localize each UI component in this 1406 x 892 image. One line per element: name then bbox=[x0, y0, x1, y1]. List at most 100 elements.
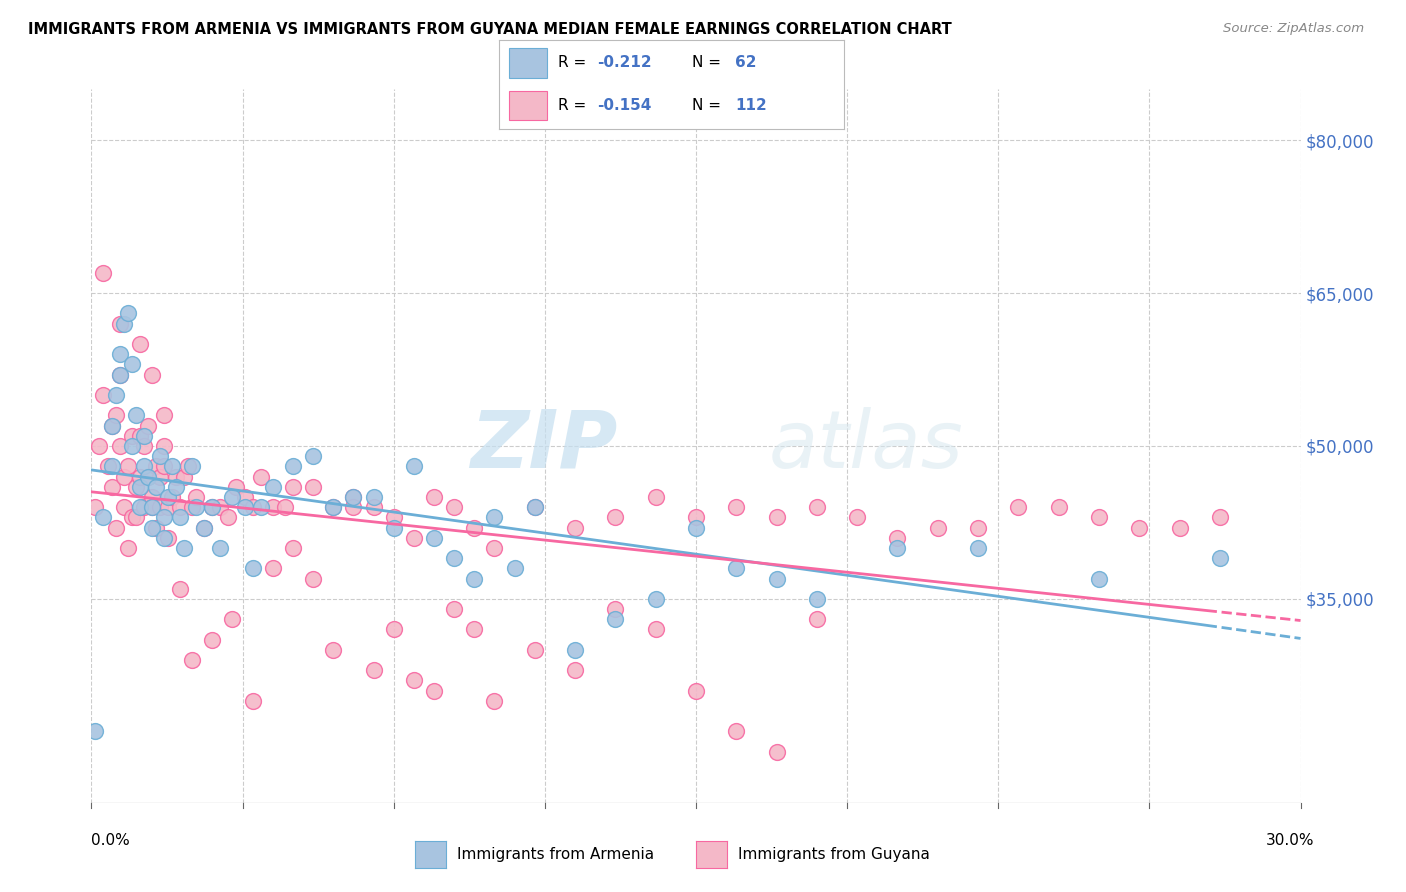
Point bbox=[108, 439, 131, 453]
Point bbox=[564, 663, 586, 677]
Point bbox=[225, 480, 247, 494]
Point bbox=[967, 541, 990, 555]
Point bbox=[173, 469, 195, 483]
Point bbox=[100, 480, 122, 494]
Point bbox=[160, 459, 183, 474]
Point bbox=[523, 500, 546, 515]
Point bbox=[136, 469, 159, 483]
Point bbox=[121, 510, 143, 524]
Point bbox=[484, 510, 506, 524]
Point bbox=[153, 531, 176, 545]
Point bbox=[141, 500, 163, 515]
Point bbox=[136, 418, 159, 433]
Text: 30.0%: 30.0% bbox=[1267, 833, 1315, 847]
Point bbox=[221, 612, 243, 626]
Point bbox=[156, 531, 179, 545]
Point bbox=[136, 469, 159, 483]
Point bbox=[128, 337, 150, 351]
Point bbox=[262, 561, 284, 575]
Point bbox=[886, 541, 908, 555]
Point bbox=[177, 459, 200, 474]
Point bbox=[181, 459, 204, 474]
Point bbox=[108, 317, 131, 331]
Point bbox=[765, 745, 787, 759]
Text: -0.154: -0.154 bbox=[598, 98, 651, 113]
Point bbox=[1209, 551, 1232, 566]
Point bbox=[725, 561, 748, 575]
Point bbox=[806, 612, 828, 626]
Point bbox=[141, 368, 163, 382]
Point bbox=[112, 469, 135, 483]
Point bbox=[484, 541, 506, 555]
Text: R =: R = bbox=[558, 55, 591, 70]
Point bbox=[423, 531, 446, 545]
Point bbox=[503, 561, 526, 575]
Point bbox=[1088, 572, 1111, 586]
Point bbox=[181, 653, 204, 667]
Point bbox=[463, 623, 485, 637]
Point bbox=[423, 490, 446, 504]
Point bbox=[149, 500, 172, 515]
Point bbox=[156, 500, 179, 515]
Point bbox=[402, 673, 425, 688]
Point bbox=[605, 612, 627, 626]
Point bbox=[564, 520, 586, 534]
Point bbox=[363, 663, 385, 677]
Point bbox=[281, 459, 304, 474]
Point bbox=[93, 266, 115, 280]
Point bbox=[443, 500, 465, 515]
Point bbox=[201, 500, 224, 515]
Text: N =: N = bbox=[692, 98, 725, 113]
Point bbox=[221, 490, 243, 504]
Point bbox=[100, 418, 122, 433]
Point bbox=[104, 409, 127, 423]
Point bbox=[149, 449, 172, 463]
Point bbox=[233, 490, 256, 504]
Point bbox=[96, 459, 118, 474]
Point bbox=[128, 480, 150, 494]
Text: N =: N = bbox=[692, 55, 725, 70]
Point bbox=[112, 500, 135, 515]
Point bbox=[145, 459, 167, 474]
Point bbox=[463, 520, 485, 534]
Point bbox=[141, 490, 163, 504]
Point bbox=[685, 520, 707, 534]
Point bbox=[302, 449, 325, 463]
Point bbox=[132, 459, 155, 474]
Point bbox=[141, 500, 163, 515]
Point bbox=[725, 724, 748, 739]
Text: Immigrants from Armenia: Immigrants from Armenia bbox=[457, 847, 654, 862]
Point bbox=[153, 510, 176, 524]
Point bbox=[165, 480, 187, 494]
Point bbox=[128, 469, 150, 483]
Point bbox=[153, 459, 176, 474]
Point bbox=[89, 439, 111, 453]
Point bbox=[186, 490, 208, 504]
Point bbox=[233, 500, 256, 515]
Point bbox=[100, 459, 122, 474]
Point bbox=[886, 531, 908, 545]
Point bbox=[523, 500, 546, 515]
Point bbox=[765, 572, 787, 586]
Point bbox=[274, 500, 297, 515]
Point bbox=[193, 520, 215, 534]
Point bbox=[382, 520, 405, 534]
Point bbox=[121, 429, 143, 443]
Point bbox=[149, 469, 172, 483]
Point bbox=[967, 520, 990, 534]
Point bbox=[342, 500, 364, 515]
Point bbox=[1209, 510, 1232, 524]
Point bbox=[93, 510, 115, 524]
Point bbox=[806, 591, 828, 606]
Point bbox=[443, 551, 465, 566]
Point bbox=[145, 480, 167, 494]
Point bbox=[262, 500, 284, 515]
Point bbox=[1168, 520, 1191, 534]
Point bbox=[117, 306, 139, 320]
Point bbox=[84, 724, 107, 739]
Point bbox=[765, 510, 787, 524]
Point bbox=[644, 490, 666, 504]
Point bbox=[605, 602, 627, 616]
Point bbox=[132, 429, 155, 443]
Point bbox=[121, 439, 143, 453]
